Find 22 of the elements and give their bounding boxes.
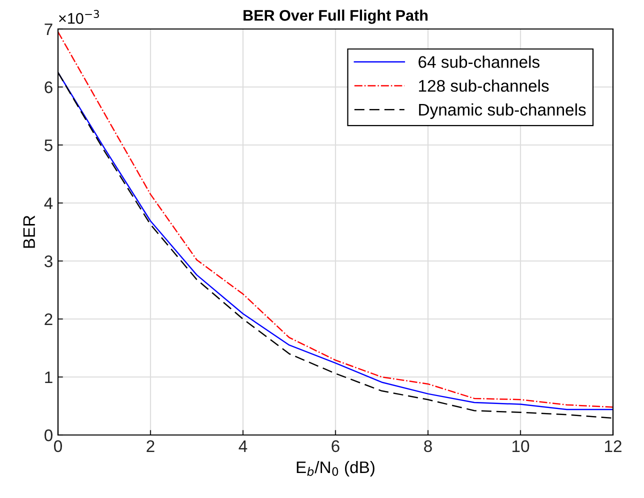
legend-label: Dynamic sub-channels <box>419 103 586 119</box>
y-tick-label: 6 <box>44 81 52 94</box>
x-tick-label: 0 <box>54 440 62 452</box>
y-tick-label: 4 <box>44 198 53 210</box>
x-axis-title: E$_{b}$/N$_{0}$ (dB) <box>296 460 374 476</box>
text: ×10$^{−3}$ <box>59 10 99 24</box>
x-tick-label: 8 <box>424 440 432 452</box>
chart-title: BER Over Full Flight Path <box>244 10 428 24</box>
x-tick-label: 4 <box>238 440 248 452</box>
x-tick-label: 12 <box>605 440 622 452</box>
y-tick-label: 1 <box>45 372 52 384</box>
y-tick-label: 0 <box>44 429 52 442</box>
x-tick-label: 2 <box>146 440 154 452</box>
y-tick-label: 2 <box>44 313 52 326</box>
y-axis-title: BER <box>23 216 35 248</box>
legend-label: 64 sub-channels <box>418 56 540 68</box>
legend-label: 128 sub-channels <box>419 80 549 92</box>
y-tick-label: 3 <box>44 255 52 268</box>
y-tick-label: 5 <box>44 140 52 152</box>
y-tick-label: 7 <box>44 24 52 36</box>
x-tick-label: 6 <box>332 440 340 452</box>
x-tick-label: 10 <box>512 440 530 452</box>
